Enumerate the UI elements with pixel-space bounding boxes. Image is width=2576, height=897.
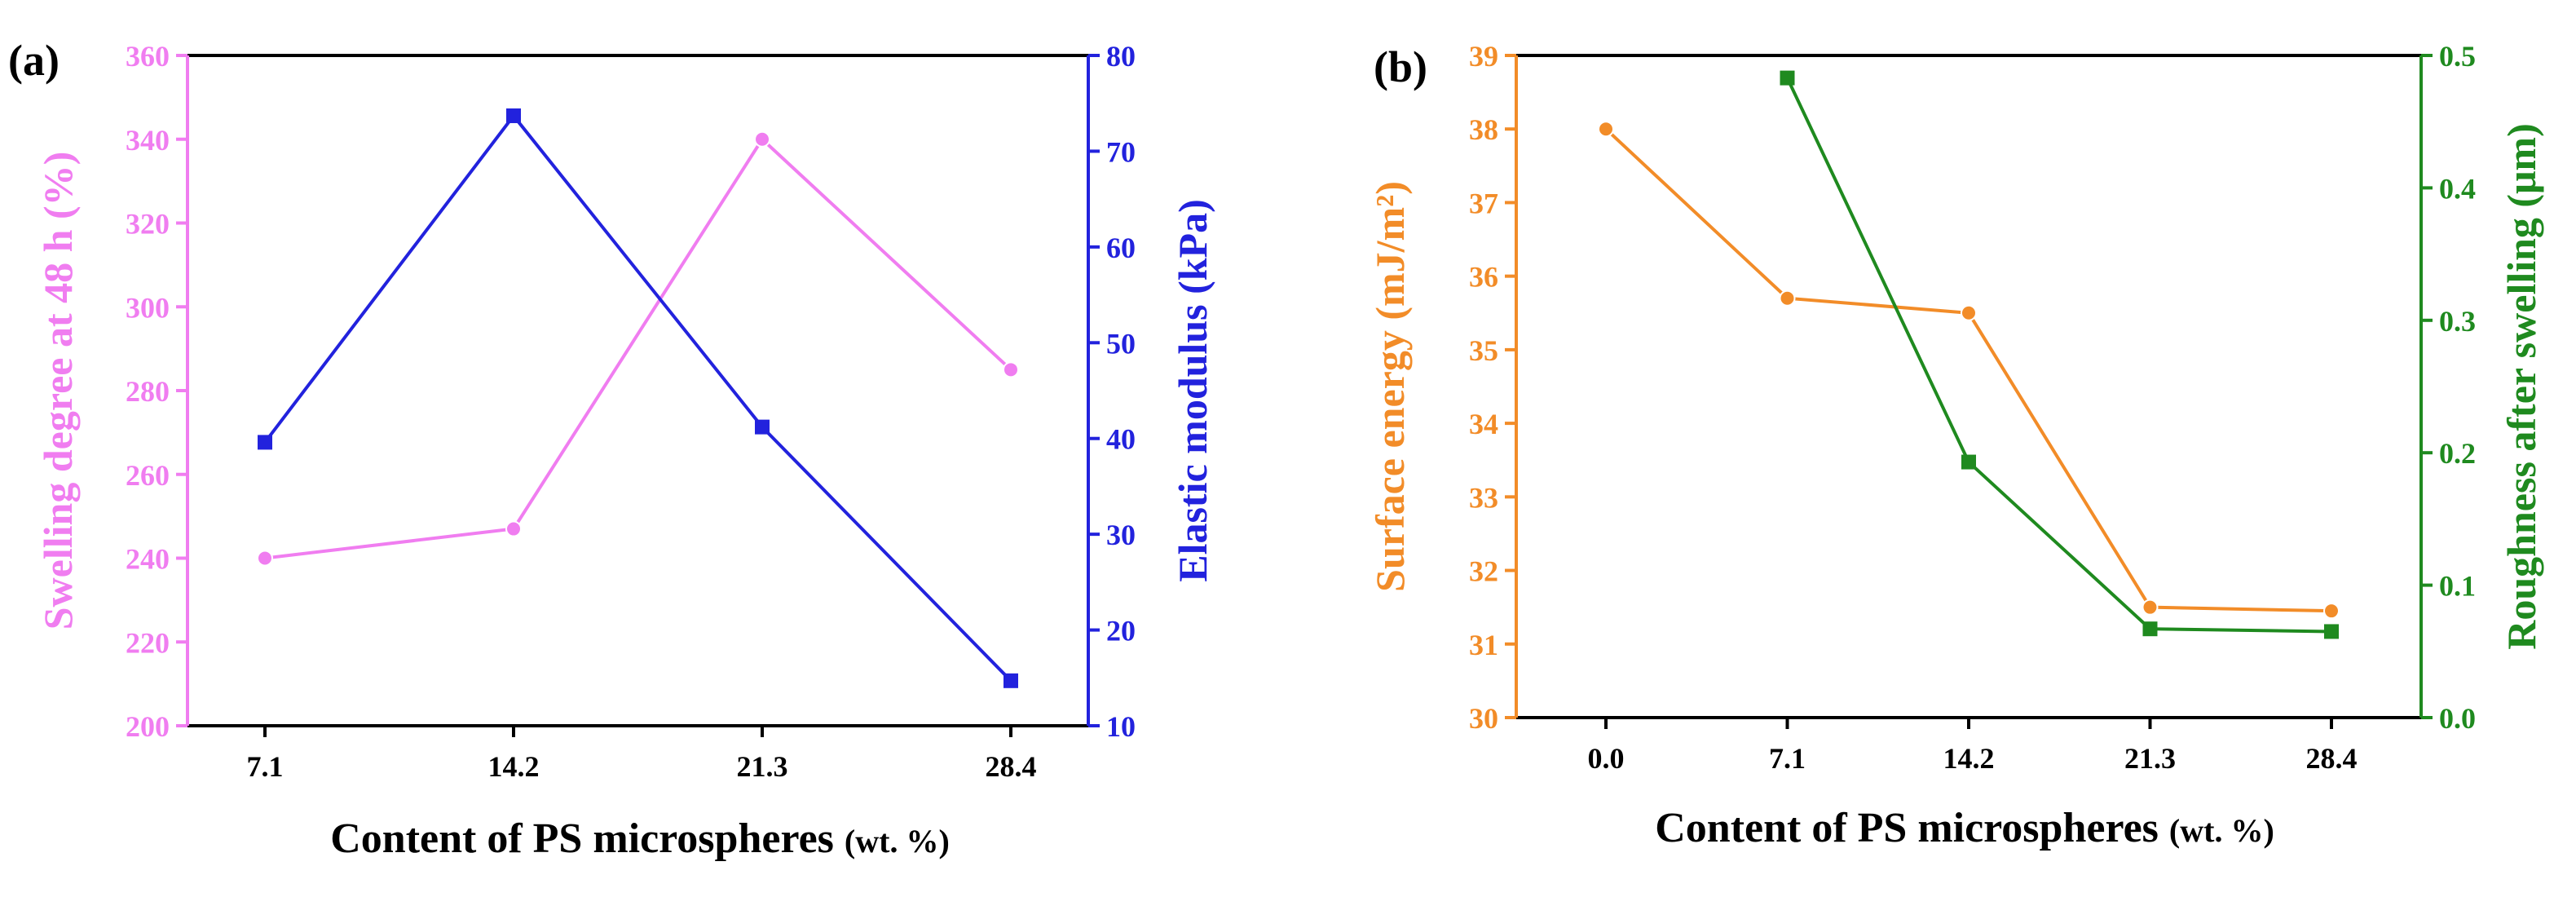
x-axis-title: Content of PS microspheres (wt. %) (1655, 805, 2274, 851)
right-tick-label: 80 (1106, 40, 1136, 73)
series-line-roughness-after-swelling (1785, 77, 2332, 634)
x-axis-title: Content of PS microspheres (wt. %) (330, 815, 950, 862)
data-point-square (2324, 624, 2339, 639)
left-tick-label: 32 (1469, 555, 1498, 588)
series-line-swelling-degree (264, 136, 1012, 560)
left-tick-label: 240 (126, 543, 170, 576)
right-tick-label: 10 (1106, 710, 1136, 743)
right-tick-label: 0.3 (2439, 305, 2476, 338)
data-point-square (1780, 70, 1795, 86)
left-tick-label: 340 (126, 124, 170, 157)
data-point-circle (2142, 599, 2159, 616)
panel-a: (a) 200 220 240 260 280 300 320 340 360 10 20 30 40 50… (8, 36, 1215, 862)
data-point-square (1961, 454, 1976, 470)
left-axis-title: Surface energy (mJ/m²) (1367, 181, 1413, 592)
right-tick-label: 70 (1106, 135, 1136, 168)
right-tick-label: 0.1 (2439, 570, 2476, 603)
data-point-circle (1003, 361, 1019, 378)
left-tick-label: 36 (1469, 261, 1498, 294)
panel-label: (a) (8, 36, 60, 85)
right-tick-label: 50 (1106, 327, 1136, 360)
x-tick-label: 21.3 (737, 750, 788, 783)
data-point-square (755, 419, 770, 435)
left-tick-label: 38 (1469, 113, 1498, 146)
right-tick-label: 20 (1106, 615, 1136, 647)
left-tick-label: 34 (1469, 408, 1498, 440)
data-point-square (258, 435, 272, 450)
left-tick-label: 300 (126, 291, 170, 324)
left-tick-label: 31 (1469, 629, 1498, 661)
data-point-circle (1961, 304, 1977, 321)
data-point-square (506, 108, 521, 123)
series-line-elastic-modulus (263, 113, 1012, 683)
left-tick-label: 35 (1469, 334, 1498, 367)
x-tick-label: 0.0 (1588, 742, 1625, 775)
left-tick-label: 200 (126, 710, 170, 743)
right-tick-label: 0.2 (2439, 437, 2476, 470)
data-point-circle (1598, 121, 1614, 138)
x-tick-label: 14.2 (1943, 742, 1995, 775)
right-tick-label: 0.0 (2439, 702, 2476, 735)
x-tick-label: 7.1 (247, 750, 284, 783)
x-tick-label: 21.3 (2124, 742, 2176, 775)
left-axis-title: Swelling degree at 48 h (%) (35, 152, 81, 630)
left-tick-label: 220 (126, 626, 170, 659)
right-axis-title: Elastic modulus (kPa) (1170, 199, 1215, 582)
data-point-circle (505, 520, 522, 537)
data-point-circle (1779, 289, 1796, 307)
left-tick-label: 320 (126, 208, 170, 241)
left-tick-label: 30 (1469, 702, 1498, 735)
data-point-circle (257, 550, 273, 567)
panel-b: (b) 30 31 32 33 34 35 36 37 38 39 0.0 0.1 0.2 0.3 0.4 0.… (1367, 40, 2544, 851)
data-point-circle (754, 130, 770, 148)
x-tick-label: 28.4 (2306, 742, 2358, 775)
right-tick-label: 40 (1106, 423, 1136, 456)
right-tick-label: 0.4 (2439, 172, 2476, 205)
left-tick-label: 33 (1469, 481, 1498, 514)
left-tick-label: 280 (126, 375, 170, 408)
left-tick-label: 37 (1469, 187, 1498, 219)
data-point-circle (2323, 603, 2340, 620)
right-axis-title: Roughness after swelling (μm) (2499, 123, 2544, 649)
right-tick-label: 30 (1106, 519, 1136, 551)
x-tick-label: 7.1 (1769, 742, 1806, 775)
left-tick-label: 360 (126, 40, 170, 73)
data-point-square (2142, 621, 2158, 637)
right-tick-label: 60 (1106, 232, 1136, 264)
panel-label: (b) (1374, 42, 1427, 91)
left-tick-label: 39 (1469, 40, 1498, 73)
x-tick-label: 14.2 (488, 750, 540, 783)
data-point-square (1003, 673, 1018, 688)
x-tick-label: 28.4 (986, 750, 1037, 783)
left-tick-label: 260 (126, 459, 170, 492)
right-tick-label: 0.5 (2439, 40, 2476, 73)
